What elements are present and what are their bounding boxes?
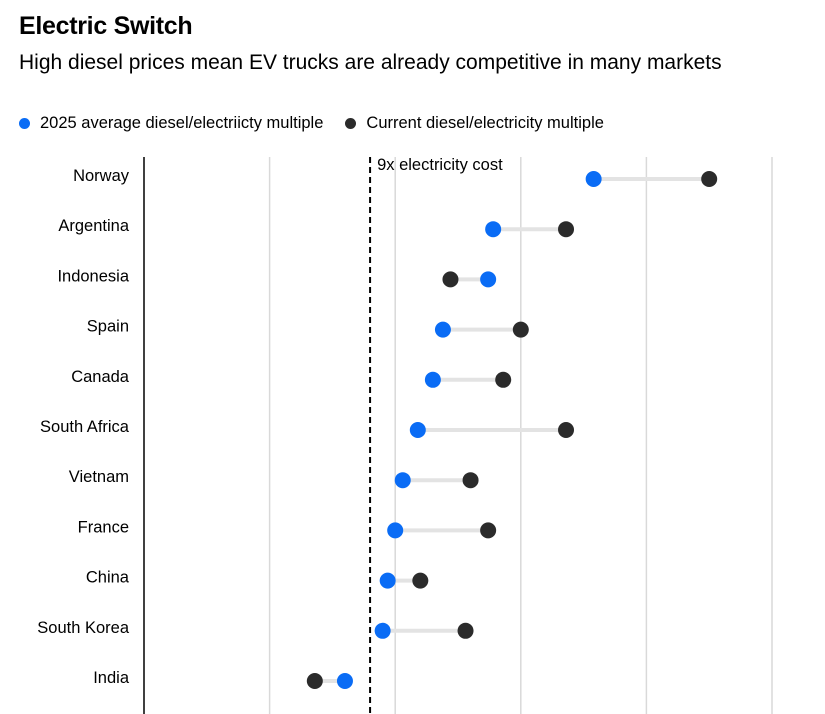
current-multiple-point — [462, 472, 479, 489]
average-2025-point — [374, 622, 391, 639]
average-2025-point — [434, 321, 451, 338]
category-label: Indonesia — [57, 267, 129, 285]
current-multiple-point — [306, 673, 323, 689]
average-2025-point — [409, 422, 426, 438]
average-2025-point — [379, 572, 396, 589]
category-label: China — [86, 569, 130, 587]
legend-dot-blue-icon — [19, 118, 30, 129]
category-label: Vietnam — [69, 468, 129, 486]
chart-title: Electric Switch — [19, 12, 193, 40]
category-label: France — [78, 518, 129, 536]
legend-label-current: Current diesel/electricity multiple — [366, 114, 604, 132]
average-2025-point — [585, 171, 602, 187]
legend-dot-black-icon — [345, 118, 357, 129]
category-label: Spain — [87, 318, 129, 336]
current-multiple-point — [480, 522, 497, 539]
average-2025-point — [336, 673, 353, 689]
average-2025-point — [424, 371, 441, 388]
current-multiple-point — [558, 221, 575, 238]
legend-item-current: Current diesel/electricity multiple — [345, 114, 604, 133]
current-multiple-point — [558, 422, 575, 438]
average-2025-point — [485, 221, 502, 238]
legend-label-2025-average: 2025 average diesel/electriicty multiple — [40, 114, 324, 132]
current-multiple-point — [442, 271, 459, 288]
legend: 2025 average diesel/electriicty multiple… — [19, 114, 626, 133]
chart-subtitle: High diesel prices mean EV trucks are al… — [19, 51, 722, 74]
average-2025-point — [394, 472, 411, 489]
current-multiple-point — [701, 171, 718, 187]
current-multiple-point — [495, 371, 512, 388]
legend-item-2025-average: 2025 average diesel/electriicty multiple — [19, 114, 323, 133]
average-2025-point — [387, 522, 404, 539]
category-label: India — [93, 669, 130, 687]
category-label: Norway — [73, 167, 130, 185]
current-multiple-point — [457, 622, 474, 639]
category-label: South Korea — [37, 619, 130, 637]
reference-line-label: 9x electricity cost — [377, 156, 503, 174]
category-label: Argentina — [58, 217, 129, 235]
average-2025-point — [480, 271, 497, 288]
category-label: Canada — [71, 368, 130, 386]
category-label: South Africa — [40, 418, 130, 436]
current-multiple-point — [512, 321, 529, 338]
current-multiple-point — [412, 572, 429, 589]
